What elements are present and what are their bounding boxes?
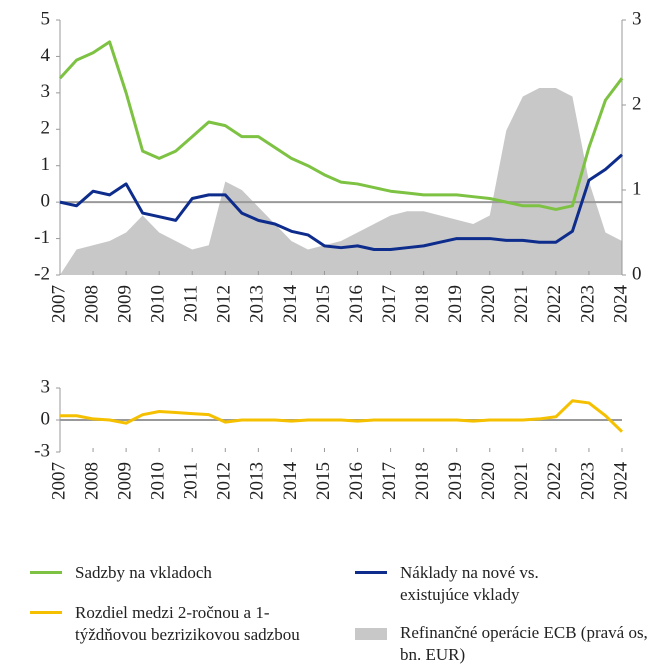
x-tick-label: 2008 [81, 462, 102, 500]
x-tick-label: 2023 [577, 462, 598, 500]
x-tick-label: 2013 [247, 285, 268, 323]
x-tick-label: 2017 [379, 285, 400, 323]
x-tick-label: 2013 [247, 462, 268, 500]
line [60, 399, 624, 433]
x-tick-label: 2009 [114, 462, 135, 500]
x-tick-label: 2024 [610, 462, 631, 501]
x-tick-label: 2015 [313, 285, 334, 323]
y-tick-label: 5 [41, 8, 51, 29]
x-tick-label: 2007 [48, 285, 69, 323]
legend-label: Náklady na nové vs. existujúce vklady [400, 563, 539, 604]
y-tick-label: 3 [41, 81, 51, 102]
x-tick-label: 2021 [511, 462, 532, 500]
legend-swatch [30, 571, 62, 574]
x-tick-label: 2008 [81, 285, 102, 323]
x-tick-label: 2018 [412, 462, 433, 500]
x-tick-label: 2007 [48, 462, 69, 500]
x-tick-label: 2012 [214, 285, 235, 323]
x-tick-label: 2018 [412, 285, 433, 323]
x-tick-label: 2024 [610, 285, 631, 324]
y-tick-label: 2 [41, 118, 51, 139]
y-tick-label: -2 [34, 263, 50, 284]
y2-tick-label: 0 [632, 263, 642, 284]
legend-swatch [30, 611, 62, 614]
y-tick-label: -1 [34, 227, 50, 248]
area [60, 88, 622, 275]
x-tick-label: 2010 [148, 462, 169, 500]
x-tick-label: 2019 [445, 462, 466, 500]
x-tick-label: 2020 [478, 285, 499, 323]
y2-tick-label: 2 [632, 93, 642, 114]
x-tick-label: 2011 [181, 462, 202, 499]
x-tick-label: 2011 [181, 285, 202, 322]
x-tick-label: 2015 [313, 462, 334, 500]
legend-swatch [355, 628, 387, 640]
x-tick-label: 2012 [214, 462, 235, 500]
x-tick-label: 2016 [346, 285, 367, 323]
x-tick-label: 2023 [577, 285, 598, 323]
y-tick-label: 4 [41, 45, 51, 66]
y-tick-label: 3 [41, 376, 51, 397]
line [59, 153, 623, 251]
x-tick-label: 2016 [346, 462, 367, 500]
legend-label: Refinančné operácie ECB (pravá os, bn. E… [400, 623, 648, 664]
x-tick-label: 2014 [280, 285, 301, 324]
y2-tick-label: 3 [632, 8, 642, 29]
y-tick-label: 0 [41, 408, 51, 429]
y-tick-label: -3 [34, 440, 50, 461]
x-tick-label: 2020 [478, 462, 499, 500]
x-tick-label: 2010 [148, 285, 169, 323]
charts: -2 -1 0 1 2 3 4 5 0 1 2 3 2007 2008 2009 2010 2011 2012 20… [34, 8, 642, 501]
x-tick-label: 2017 [379, 462, 400, 500]
legend-label: Sadzby na vkladoch [75, 563, 212, 582]
y-tick-label: 1 [41, 154, 51, 175]
y2-tick-label: 1 [632, 178, 642, 199]
x-tick-label: 2022 [544, 462, 565, 500]
legend-swatch [355, 571, 387, 574]
legend-label: Rozdiel medzi 2-ročnou a 1-týždňovou bez… [75, 603, 300, 644]
x-tick-label: 2022 [544, 285, 565, 323]
x-tick-label: 2019 [445, 285, 466, 323]
x-tick-label: 2009 [114, 285, 135, 323]
line [58, 40, 624, 211]
x-tick-label: 2014 [280, 462, 301, 501]
y-tick-label: 0 [41, 191, 51, 212]
x-tick-label: 2021 [511, 285, 532, 323]
